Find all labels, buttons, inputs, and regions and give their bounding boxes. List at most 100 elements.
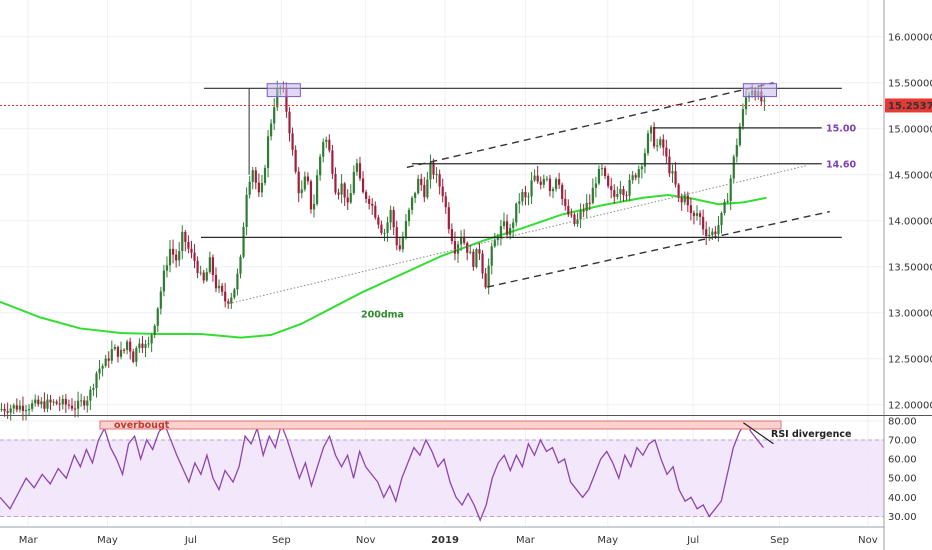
candles-layer <box>0 80 766 421</box>
candle-body <box>729 178 732 201</box>
candle-body <box>352 171 355 194</box>
candle-body <box>469 251 472 253</box>
candle-body <box>168 248 172 266</box>
peak-box <box>742 83 778 98</box>
candle-body <box>294 149 297 172</box>
candle-body <box>625 195 628 197</box>
candle-body <box>417 178 420 194</box>
candle-body <box>683 195 686 203</box>
candle-body <box>653 127 656 147</box>
candle-body <box>564 198 567 206</box>
candle-body <box>407 209 411 222</box>
candle-body <box>361 178 365 193</box>
candle-body <box>325 139 328 142</box>
candle-body <box>291 133 294 150</box>
time-tick-label: Nov <box>356 535 376 546</box>
price-tick-label: 16.00000 <box>888 32 932 43</box>
candle-body <box>80 400 83 402</box>
time-tick-label: 2019 <box>431 535 459 546</box>
candle-body <box>426 179 429 198</box>
candle-body <box>628 180 631 196</box>
candle-body <box>27 408 31 411</box>
candle-body <box>435 174 438 176</box>
candle-body <box>643 153 647 167</box>
candle-body <box>242 226 245 257</box>
candle-body <box>705 229 708 236</box>
candle-body <box>414 193 417 198</box>
candle-body <box>331 150 334 174</box>
candle-body <box>315 175 319 204</box>
price-tick-label: 14.00000 <box>888 216 932 227</box>
candle-body <box>536 175 539 182</box>
candle-body <box>588 202 591 204</box>
candle-body <box>512 222 515 229</box>
candle-body <box>649 127 653 134</box>
candle-body <box>15 405 18 410</box>
candle-body <box>558 179 561 185</box>
candle-body <box>202 272 205 281</box>
level-label-14-60: 14.60 <box>826 159 856 170</box>
candle-body <box>478 249 481 254</box>
rsi-divergence-line <box>743 422 774 445</box>
candle-body <box>214 274 218 289</box>
drawings-layer <box>0 82 884 305</box>
candle-body <box>481 253 484 274</box>
candle-body <box>43 401 46 409</box>
candle-body <box>288 111 291 134</box>
candle-body <box>401 236 404 250</box>
candle-body <box>490 246 493 266</box>
candle-body <box>383 232 386 234</box>
candle-body <box>221 285 224 292</box>
candle-body <box>423 184 426 198</box>
candle-body <box>6 411 9 413</box>
candle-body <box>49 399 52 403</box>
rsi-tick-label: 30.00 <box>888 512 917 523</box>
candle-body <box>665 147 668 157</box>
candle-body <box>211 257 215 275</box>
candle-body <box>285 88 288 112</box>
candle-body <box>104 358 107 366</box>
candle-body <box>40 401 43 405</box>
candle-body <box>530 180 533 197</box>
candle-body <box>270 123 273 137</box>
candle-body <box>343 183 346 198</box>
candle-body <box>31 403 34 409</box>
candle-body <box>444 196 447 208</box>
candle-body <box>677 184 680 198</box>
candle-body <box>619 189 622 194</box>
candle-body <box>570 214 573 216</box>
candle-body <box>763 100 766 102</box>
candle-body <box>573 214 576 224</box>
candle-body <box>37 399 40 405</box>
dotted-trend-line <box>228 165 807 305</box>
candle-body <box>196 260 199 273</box>
candle-body <box>248 181 251 195</box>
candle-body <box>371 203 374 206</box>
candle-body <box>429 162 432 180</box>
candle-body <box>346 197 349 203</box>
time-tick-label: Sep <box>272 535 291 546</box>
candle-body <box>561 184 564 199</box>
candle-body <box>702 216 705 230</box>
candle-body <box>55 401 58 404</box>
candle-body <box>24 410 28 412</box>
candle-body <box>77 400 80 409</box>
current-price-tag <box>885 98 932 113</box>
candle-body <box>358 163 362 179</box>
time-tick-label: Sep <box>770 535 789 546</box>
candle-body <box>744 97 748 110</box>
candle-body <box>150 335 153 344</box>
candle-body <box>110 349 113 361</box>
candle-body <box>613 190 616 197</box>
candle-body <box>735 145 738 157</box>
candle-body <box>119 349 123 357</box>
candle-body <box>340 183 343 195</box>
candle-body <box>527 196 530 198</box>
candle-body <box>597 169 601 184</box>
candle-body <box>205 272 208 281</box>
candle-body <box>656 145 659 147</box>
candle-body <box>165 265 169 271</box>
candle-body <box>380 224 383 233</box>
candle-body <box>64 398 67 405</box>
